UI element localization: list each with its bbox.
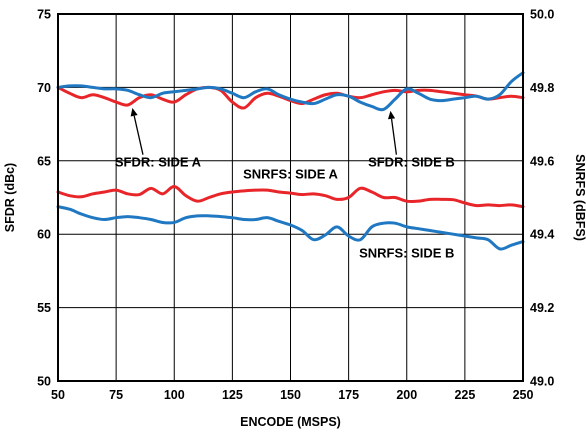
annotation-arrow-line [133, 115, 144, 155]
annotation-arrow-line [390, 118, 398, 155]
y-left-tick-label: 70 [37, 81, 51, 95]
annotation-arrowhead [130, 107, 138, 117]
x-tick-label: 150 [280, 388, 301, 402]
y-right-tick-label: 49.2 [530, 301, 554, 315]
y-axis-title-left: SFDR (dBc) [3, 163, 17, 232]
x-tick-label: 125 [222, 388, 243, 402]
x-tick-label: 250 [513, 388, 534, 402]
gridlines [58, 14, 523, 381]
y-left-tick-label: 50 [37, 375, 51, 389]
y-left-tick-label: 65 [37, 154, 51, 168]
x-tick-label: 75 [109, 388, 123, 402]
annotation-arrowhead [387, 110, 396, 120]
x-axis-title: ENCODE (MSPS) [240, 415, 341, 429]
plot-frame [57, 13, 524, 382]
series-line-sfdr-side-b [56, 71, 525, 112]
y-right-tick-label: 49.4 [530, 228, 554, 242]
y-left-tick-label: 75 [37, 8, 51, 22]
y-right-tick-label: 50.0 [530, 8, 554, 22]
y-left-tick-label: 55 [37, 301, 51, 315]
data-series [56, 71, 525, 251]
x-tick-label: 175 [338, 388, 359, 402]
y-right-tick-label: 49.0 [530, 375, 554, 389]
y-axis-title-right: SNRFS (dBFS) [573, 154, 586, 241]
annotations: SFDR: SIDE A SFDR: SIDE B SNRFS: SIDE A SNR… [115, 107, 455, 261]
x-tick-label: 225 [454, 388, 475, 402]
annotation-label: SFDR: SIDE A [115, 155, 202, 170]
x-tick-label: 200 [396, 388, 417, 402]
tick-labels: 50 75 100 125 150 175 200 225 250 50 55 60 65 70 75 49.… [37, 8, 554, 403]
series-line-snrfs-side-b [56, 205, 525, 251]
annotation-label: SFDR: SIDE B [368, 155, 455, 170]
x-tick-label: 100 [164, 388, 185, 402]
annotation-label: SNRFS: SIDE B [359, 246, 454, 261]
annotation-label: SNRFS: SIDE A [243, 166, 338, 181]
y-left-tick-label: 60 [37, 228, 51, 242]
y-right-tick-label: 49.6 [530, 154, 554, 168]
series-line-snrfs-side-a [56, 184, 525, 209]
y-right-tick-label: 49.8 [530, 81, 554, 95]
x-tick-label: 50 [51, 388, 65, 402]
